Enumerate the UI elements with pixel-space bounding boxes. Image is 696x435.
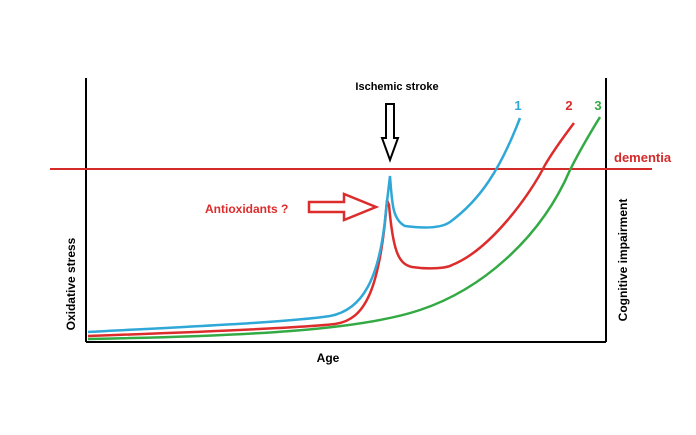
antioxidants-arrow bbox=[307, 192, 380, 222]
event-label: Ischemic stroke bbox=[355, 81, 438, 93]
curve-1 bbox=[87, 117, 522, 334]
curve-2 bbox=[87, 122, 575, 338]
stroke-arrow bbox=[380, 103, 400, 163]
threshold-label: dementia bbox=[614, 150, 672, 165]
curve-3 bbox=[87, 116, 602, 341]
curve-3-label: 3 bbox=[594, 98, 601, 113]
left-axis-label: Oxidative stress bbox=[64, 237, 78, 330]
intervention-label: Antioxidants ? bbox=[205, 202, 288, 216]
right-axis-label: Cognitive impairment bbox=[616, 199, 630, 322]
curve-1-label: 1 bbox=[514, 98, 521, 113]
curve-2-label: 2 bbox=[565, 98, 572, 113]
x-axis-label: Age bbox=[317, 351, 340, 365]
